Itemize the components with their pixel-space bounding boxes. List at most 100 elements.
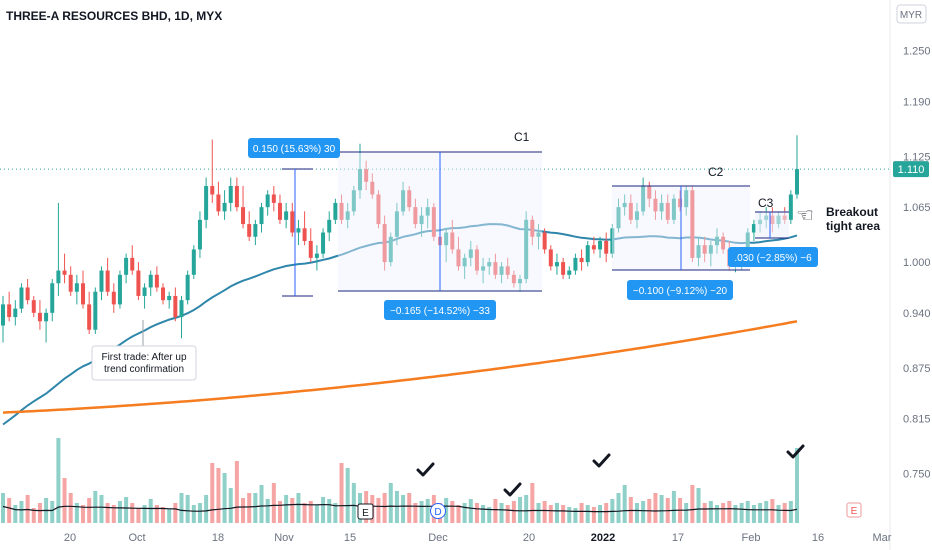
candle-body [671,198,676,220]
candle-body [259,207,264,225]
volume-bar [56,438,61,523]
volume-bar [511,501,516,523]
candle [653,190,658,220]
candle-body [81,283,86,305]
candle-body [616,207,621,229]
volume-bar [308,501,313,523]
candle-body [357,169,362,191]
candle-body [444,232,449,246]
volume-bar [191,505,196,523]
candle-body [25,287,30,301]
candle-body [31,300,36,313]
candle-body [99,270,104,292]
candle-body [474,249,479,271]
candle [364,160,369,191]
candle-body [87,304,92,330]
candle [419,207,424,237]
candle [604,232,609,263]
volume-bar [87,498,92,523]
volume-bar [604,503,609,523]
candle-body [665,202,670,220]
volume-bar [37,503,42,523]
volume-bar [130,503,135,523]
candle [148,270,153,296]
volume-bar [284,495,289,523]
volume-bar [690,485,695,523]
candle-body [204,186,209,220]
volume-bar [696,488,701,523]
candle [339,194,344,225]
candle-body [93,291,98,330]
dividend-event-label: D [434,507,441,518]
candle [259,202,264,233]
candle-body [105,270,110,292]
volume-bar [573,508,578,523]
candle-body [376,194,381,225]
volume-bar [634,503,639,523]
c3-label: C3 [758,196,774,210]
breakout-label-2: tight area [826,219,880,233]
candle [124,253,129,284]
candle-body [401,190,406,212]
volume-bar [450,501,455,523]
volume-bar [591,507,596,523]
pointing-hand-icon: ☜ [796,205,814,227]
candle [684,186,689,216]
candle-body [333,202,338,220]
volume-bar [394,491,399,523]
volume-bar [228,488,233,523]
volume-bar [154,505,159,523]
volume-bar [567,507,572,523]
candle [518,274,523,292]
candle [210,139,215,203]
candle [13,300,18,326]
candle-body [13,308,18,318]
candle-body [450,232,455,250]
volume-bar [296,493,301,523]
candle [87,291,92,334]
candle-body [702,245,707,254]
volume-bar [222,473,227,523]
m1-badge [248,138,340,158]
candle [634,202,639,229]
candle-body [745,232,750,254]
candle-body [56,270,61,284]
candle-body [179,300,184,318]
check-mark-icon [592,453,611,468]
candle-body [548,249,553,267]
candle [702,236,707,263]
x-tick-label: Mar [873,532,892,544]
volume-bar [739,503,744,523]
volume-bar [13,505,18,523]
candle [234,177,239,212]
volume-bar [321,497,326,523]
candle-body [185,274,190,301]
volume-bar [758,503,763,523]
candle [357,143,362,199]
m1-label: 0.150 (15.63%) 30 [253,144,336,155]
x-tick-label: 15 [344,532,356,544]
volume-bar [167,509,172,523]
candle-body [142,287,147,296]
volume-bar [536,503,541,523]
volume-bar [407,493,412,523]
volume-bar [253,493,258,523]
candle-body [308,240,313,258]
first-trade-line-1: First trade: After up [101,352,186,363]
x-tick-label: 18 [212,532,224,544]
candle [659,194,664,220]
candle [554,253,559,275]
c2-label: C2 [708,165,724,179]
earnings-event-icon [357,503,374,520]
candle-body [721,236,726,250]
candle [333,198,338,225]
volume-bar [173,503,178,523]
volume-bar [277,501,282,523]
y-tick-label: 0.940 [903,308,931,320]
candle [173,287,178,322]
candle [31,295,36,318]
currency-badge[interactable] [896,4,927,24]
volume-bar [99,495,104,523]
candle [62,253,67,284]
